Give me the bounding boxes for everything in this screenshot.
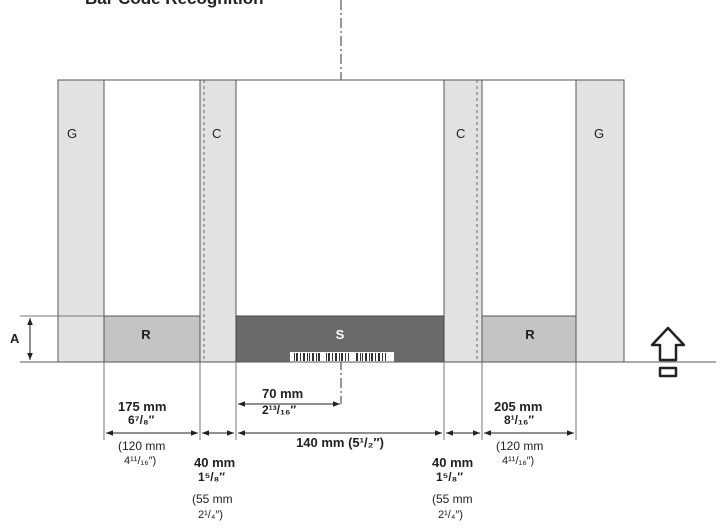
reader-left-label: R xyxy=(141,327,151,342)
scanner-frame xyxy=(235,79,445,363)
scan-width-label: 140 mm (5¹/₂″) xyxy=(296,435,384,450)
right-reader-in-label: 8¹/₁₆″ xyxy=(504,413,534,427)
half-scan-mm-label: 70 mm xyxy=(262,386,303,401)
guide-right-zone xyxy=(575,79,625,363)
left-gap-alt-in-label: 2¹/₄″) xyxy=(198,509,223,521)
right-gap-alt-mm-label: (55 mm xyxy=(432,492,473,506)
right-gap-in-label: 1⁵/₈″ xyxy=(436,470,463,484)
feed-direction-arrow-icon xyxy=(650,326,686,378)
reader-left-frame xyxy=(103,79,201,363)
center-right-label: C xyxy=(456,126,465,141)
center-left-zone xyxy=(199,79,237,363)
left-reader-alt-mm-label: (120 mm xyxy=(118,439,165,453)
right-reader-alt-mm-label: (120 mm xyxy=(496,439,543,453)
left-gap-alt-mm-label: (55 mm xyxy=(192,492,233,506)
barcode-bars xyxy=(294,353,386,361)
center-left-label: C xyxy=(212,126,221,141)
extension-lines xyxy=(103,362,577,440)
diagram-heading: Bar Code Recognition xyxy=(85,0,264,8)
height-marker-label: A xyxy=(10,331,20,346)
right-gap-mm-label: 40 mm xyxy=(432,455,473,470)
right-reader-mm-label: 205 mm xyxy=(494,399,542,414)
left-gap-in-label: 1⁵/₈″ xyxy=(198,470,225,484)
guide-left-zone xyxy=(57,79,105,363)
left-reader-in-label: 6⁷/₈″ xyxy=(128,413,155,427)
right-reader-alt-in-label: 4¹¹/₁₆″) xyxy=(502,455,534,467)
center-right-zone xyxy=(443,79,483,363)
guide-left-label: G xyxy=(67,126,77,141)
guide-right-label: G xyxy=(594,126,604,141)
reader-right-frame xyxy=(481,79,577,363)
half-scan-in-label: 2¹³/₁₆″ xyxy=(262,403,296,417)
left-reader-mm-label: 175 mm xyxy=(118,399,166,414)
scanner-label: S xyxy=(336,327,345,342)
reader-right-label: R xyxy=(525,327,535,342)
reader-left-block xyxy=(103,315,201,363)
left-gap-mm-label: 40 mm xyxy=(194,455,235,470)
right-gap-alt-in-label: 2¹/₄″) xyxy=(438,509,463,521)
left-reader-alt-in-label: 4¹¹/₁₆″) xyxy=(124,455,156,467)
